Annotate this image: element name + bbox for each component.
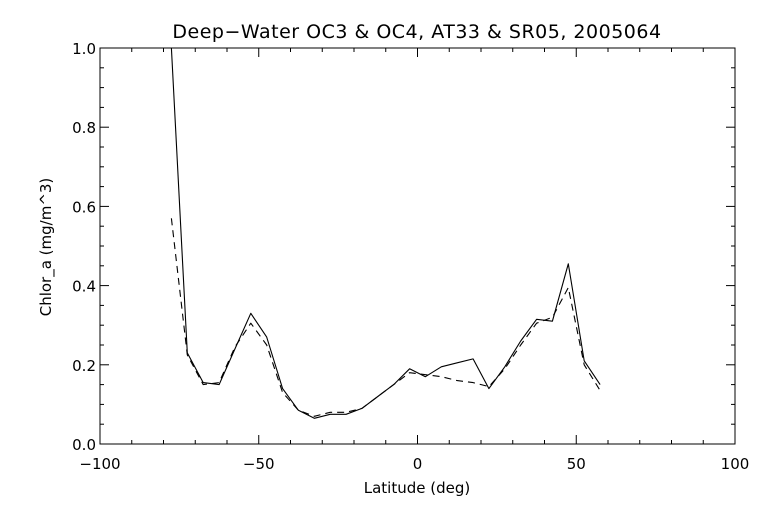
data-series: [170, 48, 601, 419]
dashed-series-line: [170, 218, 601, 417]
axis-ticks: [99, 47, 736, 445]
solid-series-line: [170, 48, 601, 419]
x-axis-label: Latitude (deg): [364, 479, 470, 497]
plot-frame: [99, 47, 736, 445]
x-tick-label: 100: [721, 455, 750, 473]
y-tick-label: 0.4: [72, 278, 96, 296]
y-tick-label: 1.0: [72, 40, 96, 58]
y-tick-label: 0.0: [72, 436, 96, 454]
y-tick-label: 0.2: [72, 357, 96, 375]
y-tick-label: 0.6: [72, 198, 96, 216]
x-tick-label: −50: [243, 455, 275, 473]
x-tick-label: 0: [413, 455, 423, 473]
x-tick-label: −100: [79, 455, 120, 473]
y-axis-label: Chlor_a (mg/m^3): [37, 178, 56, 317]
chart-title: Deep−Water OC3 & OC4, AT33 & SR05, 20050…: [172, 21, 661, 43]
y-tick-label: 0.8: [72, 119, 96, 137]
x-tick-label: 50: [567, 455, 586, 473]
tick-labels: −100 −50 0 50 100 0.0 0.2 0.4 0.6 0.8 1.0: [72, 40, 749, 473]
